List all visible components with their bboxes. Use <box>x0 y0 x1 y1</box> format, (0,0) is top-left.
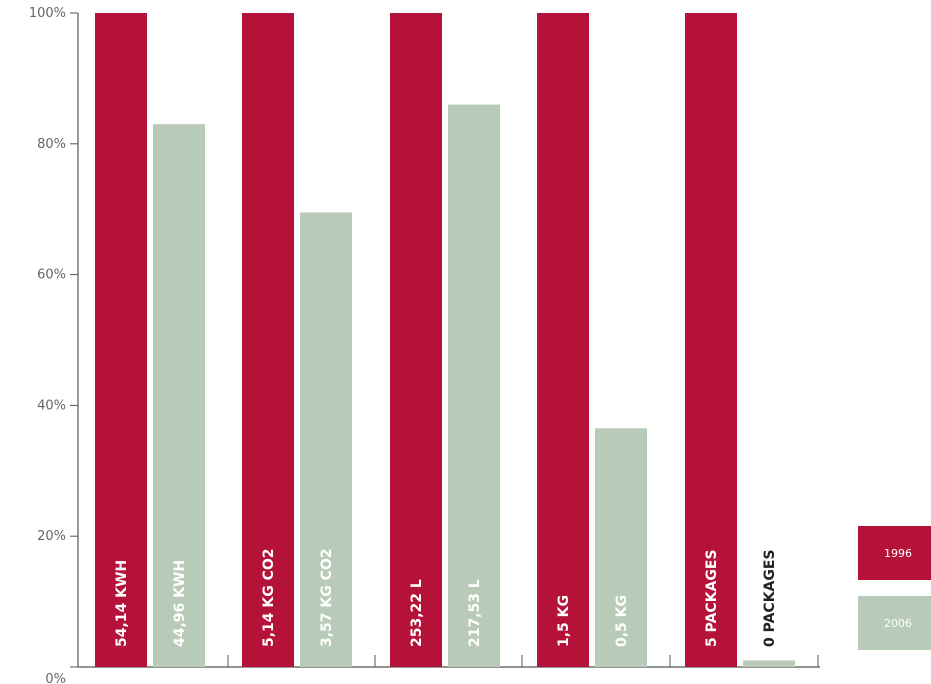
bar-1996-2 <box>242 13 294 667</box>
bar-label-2006-3: 217,53 L <box>467 579 483 647</box>
bar-label-1996-2: 5,14 KG CO2 <box>261 548 277 647</box>
y-tick-label: 40% <box>37 398 66 413</box>
legend-swatch-2006 <box>858 596 931 650</box>
bar-label-2006-5: 0 PACKAGES <box>762 549 778 647</box>
bar-label-1996-5: 5 PACKAGES <box>704 549 720 647</box>
bar-1996-3 <box>390 13 442 667</box>
y-tick-label: 60% <box>37 268 66 283</box>
bar-label-2006-1: 44,96 KWH <box>172 560 188 647</box>
bar-label-1996-4: 1,5 KG <box>556 595 572 647</box>
bar-2006-1 <box>153 124 205 668</box>
bar-label-2006-2: 3,57 KG CO2 <box>319 548 335 647</box>
bar-labels: 54,14 KWH 5,14 KG CO2 253,22 L 1,5 KG 5 PACK… <box>114 548 778 647</box>
legend-label-2006: 2006 <box>884 617 912 630</box>
bar-1996-1 <box>95 13 147 667</box>
y-tick-label: 100% <box>29 6 66 21</box>
y-axis-ticks: 0% 20% 40% 60% 80% 100% <box>29 6 78 684</box>
bar-2006-3 <box>448 104 500 667</box>
bar-2006-5 <box>743 660 795 667</box>
bar-1996-4 <box>537 13 589 667</box>
y-tick-label: 0% <box>45 672 66 684</box>
bar-1996-5 <box>685 13 737 667</box>
bar-label-1996-3: 253,22 L <box>409 579 425 647</box>
bar-label-2006-4: 0,5 KG <box>614 595 630 647</box>
bar-label-1996-1: 54,14 KWH <box>114 560 130 647</box>
bar-2006-4 <box>595 428 647 667</box>
y-tick-label: 80% <box>37 137 66 152</box>
legend: 1996 2006 <box>858 526 931 650</box>
bars <box>95 13 795 668</box>
y-tick-label: 20% <box>37 529 66 544</box>
bar-2006-2 <box>300 212 352 667</box>
legend-swatch-1996 <box>858 526 931 580</box>
legend-label-1996: 1996 <box>884 547 912 560</box>
